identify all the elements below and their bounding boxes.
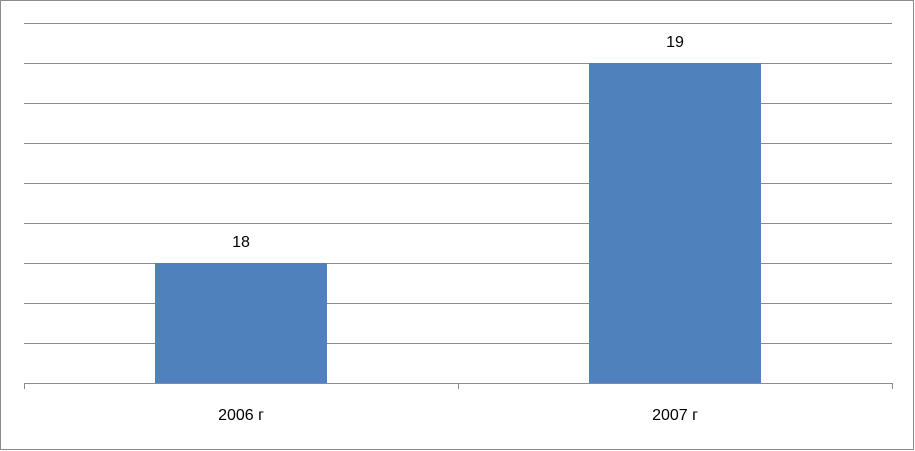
bar <box>155 263 327 383</box>
data-label: 19 <box>666 34 684 51</box>
x-tick-label: 2007 г <box>652 407 698 424</box>
bar <box>589 63 761 383</box>
data-label: 18 <box>232 234 250 251</box>
x-tick-label: 2006 г <box>218 407 264 424</box>
